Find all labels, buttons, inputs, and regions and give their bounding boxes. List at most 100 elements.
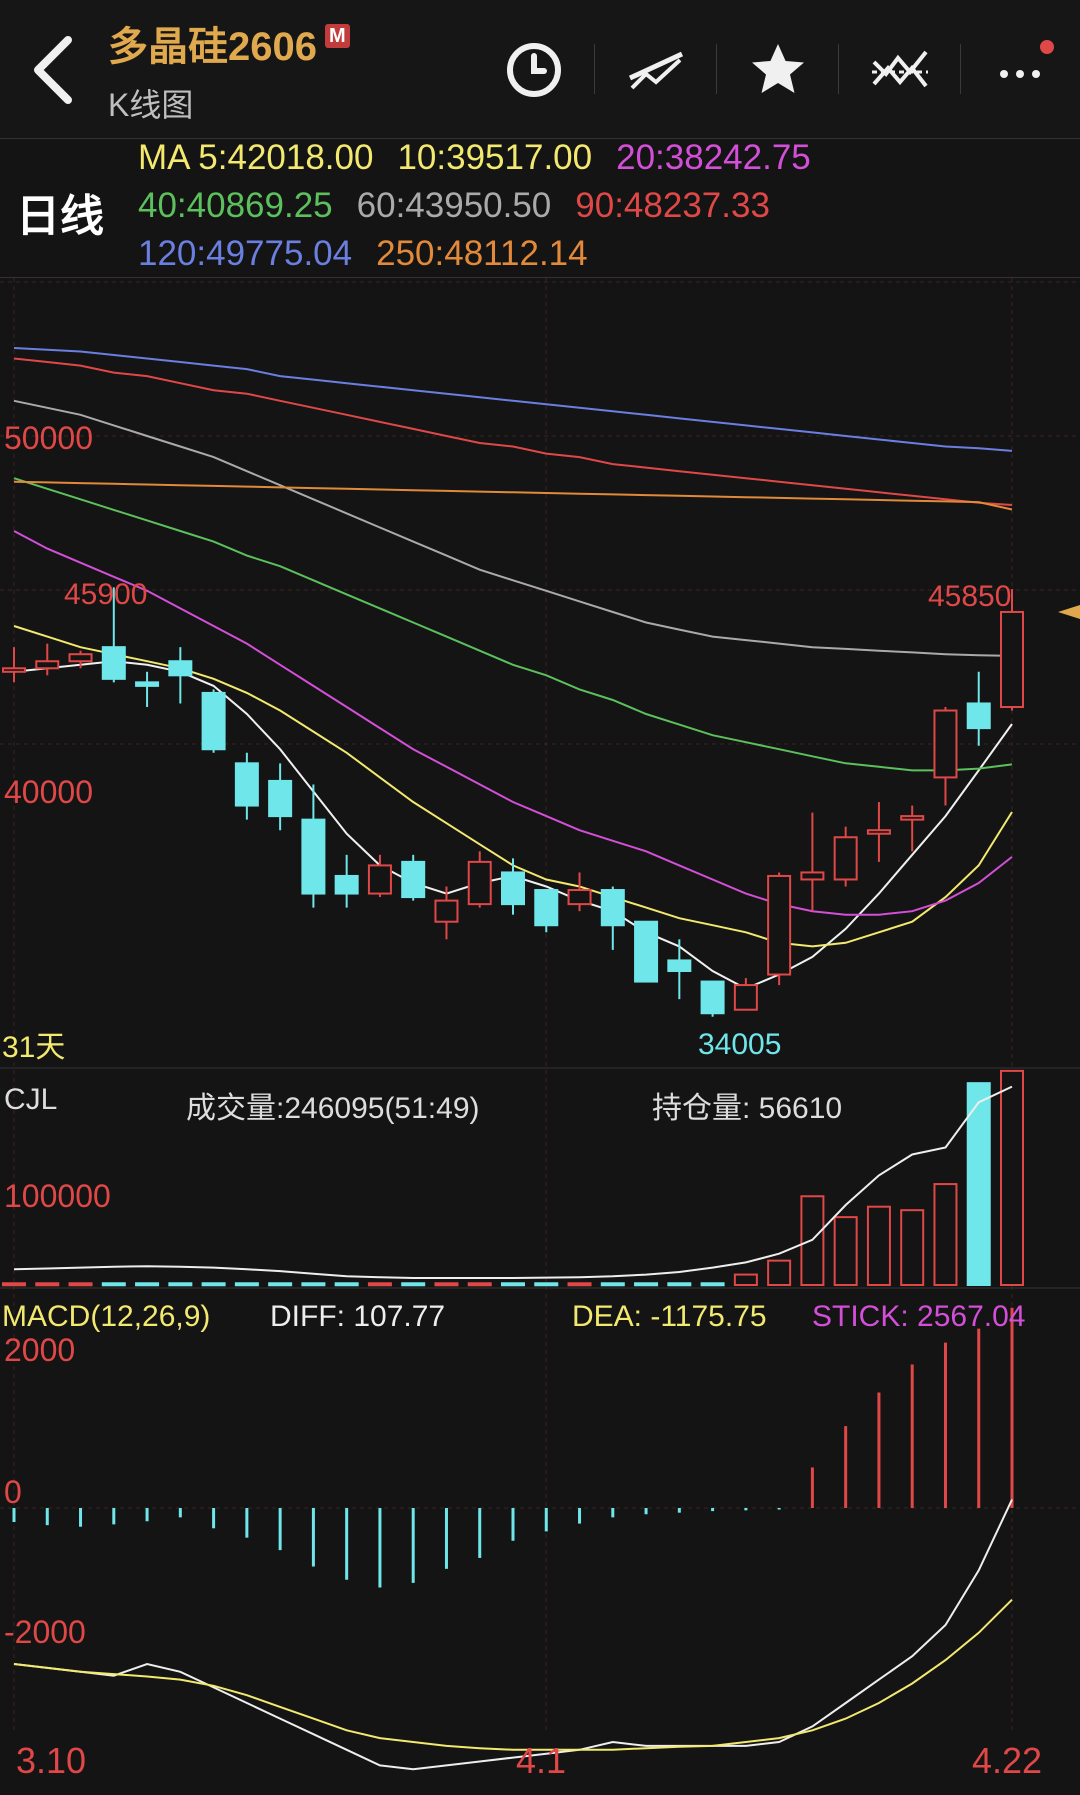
header-separator (716, 44, 717, 94)
date-tick-end: 4.22 (972, 1740, 1043, 1781)
volume-tick-100000: 100000 (4, 1178, 111, 1214)
more-icon[interactable] (990, 38, 1054, 102)
chart-type-label: K线图 (108, 87, 194, 123)
ma-value: 10:39517.00 (397, 138, 593, 177)
candle-body (567, 889, 592, 906)
volume-bar (35, 1282, 60, 1287)
open-interest-readout: 持仓量: 56610 (652, 1092, 843, 1125)
notification-dot (1040, 40, 1054, 54)
ma-value: 120:49775.04 (138, 234, 353, 273)
macd-stick-readout: STICK: 2567.04 (812, 1300, 1026, 1333)
volume-bar (700, 1282, 725, 1287)
recent-high-label: 45850 (928, 580, 1012, 613)
price-tick-40000: 40000 (4, 774, 93, 810)
volume-bar (2, 1282, 26, 1287)
volume-bar (501, 1282, 525, 1287)
volume-bar (301, 1282, 326, 1287)
candle-body (201, 691, 226, 751)
volume-bar (966, 1082, 991, 1286)
candle-body (866, 829, 891, 835)
open-interest-line (13, 1085, 1013, 1279)
date-tick-mid: 4.1 (516, 1740, 567, 1781)
candle-body (401, 860, 426, 899)
macd-title: MACD(12,26,9) (2, 1300, 211, 1333)
kline-chart[interactable] (0, 278, 1080, 1795)
ma-row: 120:49775.04 250:48112.14 (138, 234, 612, 274)
contract-name: 多晶硅2606 (108, 25, 317, 69)
period-selector[interactable]: 日线 (16, 192, 104, 241)
volume-bar (733, 1273, 758, 1286)
candle-body (367, 864, 392, 895)
contract-badge: M (324, 24, 350, 48)
volume-bar (68, 1282, 93, 1287)
candle-body (101, 646, 126, 680)
candle-body (434, 899, 459, 923)
clock-icon[interactable] (502, 38, 566, 102)
macd-dea-readout: DEA: -1175.75 (572, 1300, 767, 1333)
volume-panel-title: CJL (4, 1083, 58, 1116)
low-price-label: 34005 (698, 1028, 782, 1061)
candle-body (35, 660, 60, 670)
candle-body (301, 818, 326, 895)
ma250-line (13, 480, 1013, 511)
volume-bar (401, 1282, 426, 1287)
candle-body (2, 667, 26, 673)
candle-body (467, 860, 492, 906)
ma120-line (13, 347, 1013, 452)
candle-body (933, 709, 958, 779)
current-price-marker (1058, 604, 1080, 619)
volume-readout: 成交量:246095(51:49) (186, 1092, 480, 1125)
ma60-line (13, 399, 1013, 657)
divider (0, 138, 1080, 139)
volume-bar (101, 1282, 126, 1287)
volume-bar (933, 1183, 958, 1287)
compare-icon[interactable] (868, 38, 932, 102)
header-separator (838, 44, 839, 94)
price-tick-50000: 50000 (4, 420, 93, 456)
candle-body (1000, 610, 1024, 708)
volume-bar (567, 1282, 592, 1287)
days-label: 31天 (2, 1031, 66, 1064)
volume-bar (334, 1282, 359, 1287)
macd-diff-readout: DIFF: 107.77 (270, 1300, 446, 1333)
ma-value: 60:43950.50 (356, 186, 552, 225)
candle-body (168, 660, 193, 677)
candle-body (634, 920, 659, 983)
candle-body (268, 779, 293, 818)
volume-bar (467, 1282, 492, 1287)
candle-body (767, 874, 792, 976)
candle-body (733, 984, 758, 1011)
star-icon[interactable] (746, 38, 810, 102)
macd-tick-neg2000: -2000 (4, 1614, 86, 1650)
volume-bar (667, 1282, 692, 1287)
macd-tick-0: 0 (4, 1474, 22, 1510)
ma-value: 20:38242.75 (616, 138, 811, 177)
candle-body (334, 874, 359, 895)
divider (0, 277, 1080, 278)
ma40-line (13, 477, 1013, 772)
candle-body (900, 815, 925, 821)
ma-value: MA 5:42018.00 (138, 138, 374, 177)
ma-value: 250:48112.14 (376, 234, 588, 273)
candle-body (833, 836, 858, 881)
volume-bar (600, 1282, 625, 1287)
volume-bar (367, 1282, 392, 1287)
volume-bar (634, 1282, 659, 1287)
back-arrow-icon[interactable] (24, 30, 84, 110)
volume-bar (833, 1216, 858, 1287)
candle-body (800, 871, 825, 881)
draw-line-icon[interactable] (624, 38, 688, 102)
candle-body (667, 959, 692, 973)
ma-row: MA 5:42018.00 10:39517.00 20:38242.75 (138, 138, 835, 178)
candle-body (68, 653, 93, 663)
ma-legend-panel: 日线 MA 5:42018.00 10:39517.00 20:38242.75 40… (0, 138, 1080, 278)
volume-bar (866, 1205, 891, 1287)
candle-body (966, 702, 991, 730)
volume-bar (900, 1209, 925, 1286)
volume-bar (234, 1282, 259, 1287)
macd-tick-2000: 2000 (4, 1332, 76, 1368)
date-tick-start: 3.10 (16, 1740, 87, 1781)
macd-diff-line (13, 1499, 1013, 1771)
macd-dea-line (13, 1598, 1013, 1751)
ma-value: 90:48237.33 (575, 186, 770, 225)
